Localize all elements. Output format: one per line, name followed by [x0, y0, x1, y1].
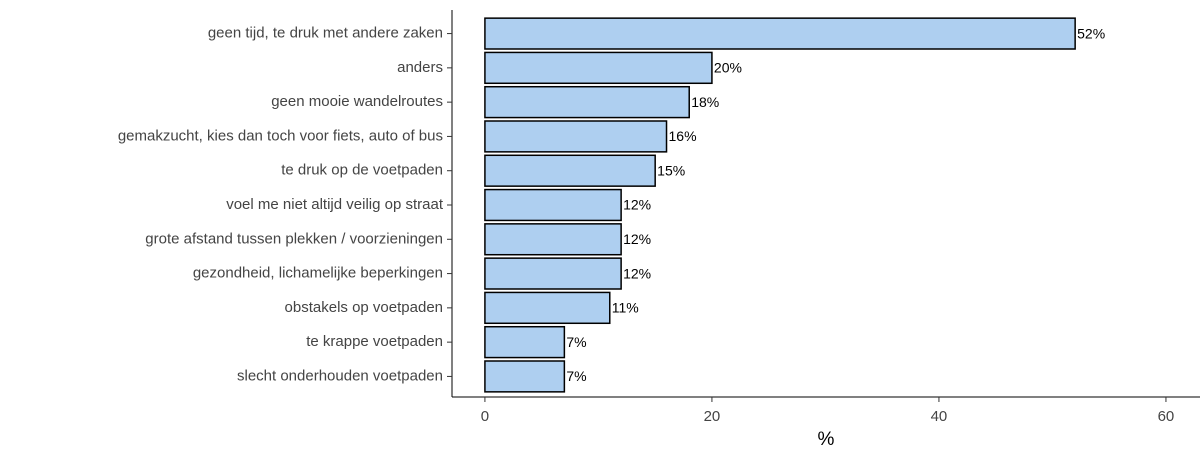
x-tick-label: 0 — [481, 408, 489, 425]
bar — [484, 223, 622, 256]
value-label: 15% — [657, 162, 685, 178]
value-label: 16% — [669, 128, 697, 144]
bar — [484, 85, 690, 119]
bar — [484, 360, 566, 393]
x-tick-label: 40 — [931, 408, 948, 425]
y-tick-label: geen tijd, te druk met andere zaken — [208, 25, 443, 42]
x-tick-label: 20 — [704, 408, 721, 425]
y-tick-label: gezondheid, lichamelijke beperkingen — [193, 265, 443, 282]
bar — [484, 188, 622, 222]
y-tick-label: te krappe voetpaden — [306, 333, 443, 350]
bar — [484, 120, 668, 153]
x-axis-title: % — [818, 429, 835, 450]
y-tick-label: gemakzucht, kies dan toch voor fiets, au… — [118, 127, 443, 144]
value-label: 7% — [566, 334, 586, 350]
bar — [484, 154, 656, 187]
value-label: 12% — [623, 197, 651, 213]
value-label: 18% — [691, 94, 719, 110]
bar — [484, 291, 611, 325]
value-label: 7% — [566, 368, 586, 384]
y-tick-label: geen mooie wandelroutes — [271, 93, 443, 110]
y-tick-label: grote afstand tussen plekken / voorzieni… — [145, 230, 443, 247]
bar — [484, 257, 622, 290]
value-label: 20% — [714, 60, 742, 76]
value-label: 12% — [623, 265, 651, 281]
value-label: 11% — [612, 300, 639, 316]
value-label: 12% — [623, 231, 651, 247]
bar — [484, 17, 1076, 50]
bar — [484, 51, 713, 85]
y-tick-label: anders — [397, 59, 443, 76]
value-label: 52% — [1077, 25, 1105, 41]
x-tick-label: 60 — [1158, 408, 1175, 425]
y-tick-label: te druk op de voetpaden — [281, 162, 443, 179]
bar — [484, 325, 566, 359]
y-tick-label: obstakels op voetpaden — [285, 299, 443, 316]
y-tick-label: slecht onderhouden voetpaden — [237, 367, 443, 384]
y-tick-label: voel me niet altijd veilig op straat — [226, 196, 444, 213]
